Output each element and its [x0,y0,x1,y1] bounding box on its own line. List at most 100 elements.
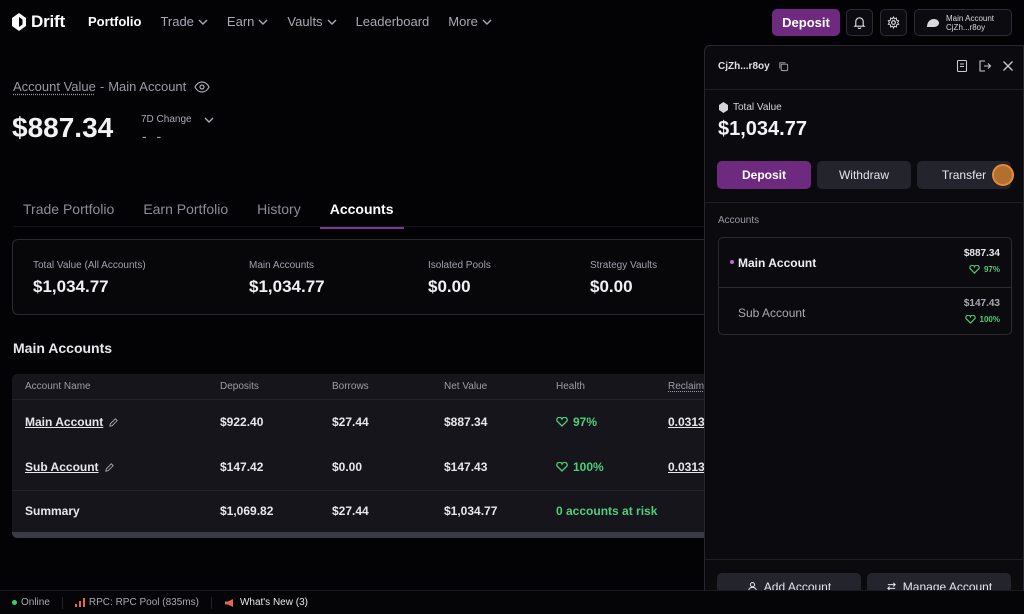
table-row: Sub Account $147.42 $0.00 $147.43 100% 0… [12,446,732,491]
stat-value: $1,034.77 [33,277,109,296]
list-item-main-account[interactable]: Main Account $887.34 97% [719,238,1011,287]
health-value: 97% [573,415,598,429]
health-value: 100% [979,315,1000,324]
summary-risk: 0 accounts at risk [556,504,658,518]
main-nav: Portfolio Trade Earn Vaults Leaderboard … [88,14,511,29]
copy-icon[interactable] [778,61,789,72]
health-heart-icon [969,265,980,274]
stat-label: Main Accounts [249,260,315,271]
notifications-button[interactable] [846,9,873,36]
accounts-summary-card: Total Value (All Accounts) $1,034.77 Mai… [12,239,732,315]
total-value: $1,034.77 [718,118,807,140]
panel-address: CjZh...r8oy [718,61,770,72]
account-name-link[interactable]: Main Account [25,415,104,429]
horizontal-scrollbar[interactable] [12,532,732,538]
chevron-down-icon [482,19,492,25]
nav-item-vaults[interactable]: Vaults [287,14,337,29]
bell-icon [853,17,866,29]
tab-history[interactable]: History [257,201,301,217]
list-item-sub-account[interactable]: Sub Account $147.43 100% [719,287,1011,336]
nav-item-earn[interactable]: Earn [227,14,268,29]
nav-item-label: Trade [160,14,194,29]
summary-net-value: $1,034.77 [444,504,498,518]
account-item-health: 100% [964,315,1000,324]
health-cell: 97% [556,415,597,429]
brand-name: Drift [31,12,65,31]
portfolio-tabs: Trade Portfolio Earn Portfolio History A… [13,194,413,229]
stat-total-value: Total Value (All Accounts) $1,034.77 [33,260,146,297]
summary-borrows: $27.44 [332,504,369,518]
column-header-net-value: Net Value [444,381,488,392]
panel-divider [705,202,1023,203]
pencil-icon[interactable] [104,462,115,473]
column-header-reclaim[interactable]: Reclaim [668,381,705,392]
health-value: 97% [983,265,1000,274]
summary-row: Summary $1,069.82 $27.44 $1,034.77 0 acc… [12,490,732,532]
settings-button[interactable] [880,9,907,36]
panel-withdraw-button[interactable]: Withdraw [817,161,911,189]
nav-item-more[interactable]: More [448,14,492,29]
panel-accounts-list: Main Account $887.34 97% Sub Account $14… [718,237,1012,335]
wallet-button[interactable]: Main Account CjZh...r8oy [914,9,1012,36]
net-value-cell: $147.43 [444,460,488,474]
stat-isolated-pools: Isolated Pools $0.00 [428,260,491,297]
deposit-button[interactable]: Deposit [772,9,840,36]
gear-icon [887,16,900,29]
account-value-link[interactable]: Account Value [13,79,96,94]
stat-value: $1,034.77 [249,277,325,296]
deposits-cell: $147.42 [220,460,264,474]
health-value: 100% [573,460,604,474]
logout-icon[interactable] [978,59,992,73]
panel-deposit-button[interactable]: Deposit [717,161,811,189]
account-item-amount: $887.34 [963,248,1000,259]
reclaim-cell[interactable]: 0.0313 [668,415,705,429]
total-value-label: Total Value [719,102,782,113]
nav-item-label: Earn [226,14,255,29]
panel-header-address: CjZh...r8oy [718,61,789,72]
panel-divider [705,89,1023,90]
stat-main-accounts: Main Accounts $1,034.77 [249,260,325,297]
close-icon[interactable] [1001,59,1015,73]
user-icon [747,582,757,592]
borrows-cell: $27.44 [332,415,369,429]
change-label: 7D Change [141,114,192,125]
deposits-cell: $922.40 [220,415,264,429]
account-item-name: Sub Account [738,306,806,320]
summary-deposits: $1,069.82 [220,504,274,518]
status-rpc-label: RPC: RPC Pool (835ms) [88,597,199,608]
reclaim-cell[interactable]: 0.0313 [668,460,705,474]
pencil-icon[interactable] [108,417,119,428]
megaphone-icon [224,598,233,607]
cursor-indicator [992,164,1014,186]
account-value-label: Account Value - Main Account [13,79,210,94]
drift-logo-icon [12,13,26,31]
status-whats-new[interactable]: What's New (3) [212,597,320,609]
nav-item-portfolio[interactable]: Portfolio [88,14,141,29]
summary-label: Summary [25,504,80,518]
status-online: Online [0,596,63,609]
signal-bars-icon [74,598,85,607]
selected-indicator [730,260,734,264]
whats-new-label: What's New (3) [239,597,308,608]
stat-label: Isolated Pools [428,260,491,271]
nav-item-leaderboard[interactable]: Leaderboard [356,14,430,29]
account-name-cell: Main Account [25,415,119,429]
tab-accounts[interactable]: Accounts [319,194,404,229]
tab-trade-portfolio[interactable]: Trade Portfolio [23,201,115,217]
online-dot-icon [12,600,17,605]
wallet-info: Main Account CjZh...r8oy [946,14,994,32]
nav-item-label: Vaults [287,14,323,29]
column-header-deposits: Deposits [220,381,259,392]
change-period-selector[interactable]: 7D Change [141,114,214,125]
account-name-link[interactable]: Sub Account [25,460,99,474]
health-heart-icon [556,417,568,427]
tab-earn-portfolio[interactable]: Earn Portfolio [143,201,229,217]
eye-icon[interactable] [194,80,210,93]
nav-item-trade[interactable]: Trade [160,14,208,29]
drift-logo[interactable]: Drift [12,12,65,32]
top-navigation-bar: Drift Portfolio Trade Earn Vaults Leader… [0,0,1024,44]
nav-item-label: Portfolio [88,14,142,29]
status-rpc[interactable]: RPC: RPC Pool (835ms) [63,596,212,609]
nav-item-label: Leaderboard [355,14,430,29]
document-icon[interactable] [955,59,969,73]
